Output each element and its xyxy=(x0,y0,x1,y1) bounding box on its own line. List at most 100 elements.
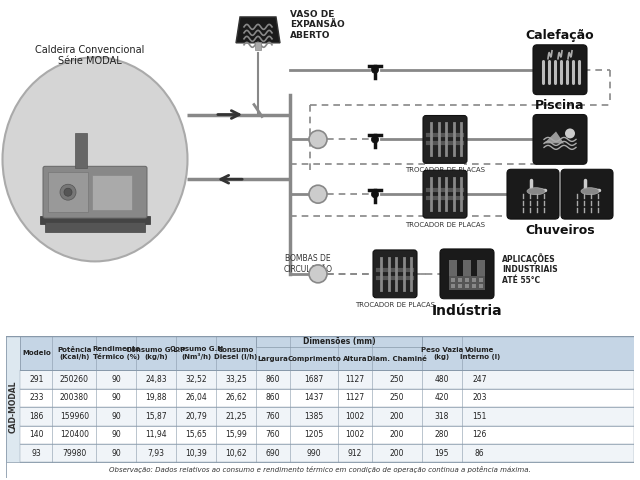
Text: 420: 420 xyxy=(435,394,449,403)
FancyBboxPatch shape xyxy=(458,278,462,282)
Text: 1385: 1385 xyxy=(305,412,324,421)
Text: 11,94: 11,94 xyxy=(145,430,167,439)
Text: 1687: 1687 xyxy=(305,375,324,384)
FancyBboxPatch shape xyxy=(533,45,587,95)
Circle shape xyxy=(371,136,379,143)
FancyBboxPatch shape xyxy=(255,42,261,50)
Text: Volume
Interno (l): Volume Interno (l) xyxy=(460,347,500,360)
Text: 760: 760 xyxy=(266,412,280,421)
Text: 247: 247 xyxy=(472,375,487,384)
Text: Diam. Chaminé: Diam. Chaminé xyxy=(367,356,427,362)
FancyBboxPatch shape xyxy=(256,336,422,348)
Text: Calefação: Calefação xyxy=(525,29,595,42)
Text: 79980: 79980 xyxy=(62,449,86,457)
Ellipse shape xyxy=(3,57,188,262)
Text: 1205: 1205 xyxy=(305,430,324,439)
Text: 1127: 1127 xyxy=(346,375,365,384)
Text: 1002: 1002 xyxy=(346,430,365,439)
Text: 195: 195 xyxy=(435,449,449,457)
Text: Consumo G.N
(Nm³/h): Consumo G.N (Nm³/h) xyxy=(170,346,223,360)
Circle shape xyxy=(565,129,575,138)
Ellipse shape xyxy=(527,188,545,195)
Text: 280: 280 xyxy=(435,430,449,439)
Text: TROCADOR DE PLACAS: TROCADOR DE PLACAS xyxy=(405,168,485,173)
Text: 159960: 159960 xyxy=(60,412,89,421)
Text: 90: 90 xyxy=(111,449,121,457)
FancyBboxPatch shape xyxy=(20,444,634,462)
Text: 200380: 200380 xyxy=(60,394,89,403)
FancyBboxPatch shape xyxy=(449,276,485,290)
FancyBboxPatch shape xyxy=(423,170,467,218)
Ellipse shape xyxy=(581,188,599,195)
Text: 24,83: 24,83 xyxy=(145,375,167,384)
Polygon shape xyxy=(544,132,564,144)
FancyBboxPatch shape xyxy=(451,284,455,288)
Circle shape xyxy=(309,131,327,148)
Text: 93: 93 xyxy=(31,449,41,457)
FancyBboxPatch shape xyxy=(479,284,483,288)
Text: 690: 690 xyxy=(266,449,280,457)
FancyBboxPatch shape xyxy=(20,336,634,371)
Text: 32,52: 32,52 xyxy=(186,375,207,384)
FancyBboxPatch shape xyxy=(533,115,587,164)
Text: APLICAÇÕES
INDUSTRIAIS
ATÉ 55°C: APLICAÇÕES INDUSTRIAIS ATÉ 55°C xyxy=(502,253,557,285)
Text: 1437: 1437 xyxy=(305,394,324,403)
FancyBboxPatch shape xyxy=(477,260,485,276)
Text: 200: 200 xyxy=(390,449,404,457)
Text: Observação: Dados relativos ao consumo e rendimento térmico em condição de opera: Observação: Dados relativos ao consumo e… xyxy=(109,467,531,473)
Text: 200: 200 xyxy=(390,430,404,439)
FancyBboxPatch shape xyxy=(20,389,634,407)
Text: CAD-MODAL: CAD-MODAL xyxy=(9,381,18,433)
Text: Altura: Altura xyxy=(342,356,367,362)
FancyBboxPatch shape xyxy=(20,371,634,389)
Text: 20,79: 20,79 xyxy=(186,412,207,421)
FancyBboxPatch shape xyxy=(6,336,634,478)
Text: Consumo
Diesel (l/h): Consumo Diesel (l/h) xyxy=(214,347,258,360)
FancyBboxPatch shape xyxy=(48,172,88,212)
Text: 250: 250 xyxy=(390,394,404,403)
Text: Dimensões (mm): Dimensões (mm) xyxy=(303,337,375,346)
Text: Comprimento: Comprimento xyxy=(287,356,341,362)
Text: Potência
(Kcal/h): Potência (Kcal/h) xyxy=(57,347,92,360)
Text: 1127: 1127 xyxy=(346,394,365,403)
FancyBboxPatch shape xyxy=(449,260,457,276)
Text: 318: 318 xyxy=(435,412,449,421)
Circle shape xyxy=(309,265,327,283)
Text: 990: 990 xyxy=(307,449,321,457)
FancyBboxPatch shape xyxy=(6,336,20,478)
FancyBboxPatch shape xyxy=(423,116,467,163)
Text: 86: 86 xyxy=(475,449,484,457)
Text: 120400: 120400 xyxy=(60,430,89,439)
FancyBboxPatch shape xyxy=(561,169,613,219)
FancyBboxPatch shape xyxy=(465,278,469,282)
Text: Largura: Largura xyxy=(258,356,289,362)
Text: 90: 90 xyxy=(111,430,121,439)
Text: 233: 233 xyxy=(29,394,44,403)
Text: 15,87: 15,87 xyxy=(145,412,167,421)
Text: TROCADOR DE PLACAS: TROCADOR DE PLACAS xyxy=(355,302,435,308)
FancyBboxPatch shape xyxy=(40,216,150,224)
Text: 33,25: 33,25 xyxy=(225,375,247,384)
Circle shape xyxy=(60,184,76,200)
FancyBboxPatch shape xyxy=(472,284,476,288)
Text: 291: 291 xyxy=(29,375,44,384)
Text: 126: 126 xyxy=(472,430,487,439)
FancyBboxPatch shape xyxy=(458,284,462,288)
Text: 250: 250 xyxy=(390,375,404,384)
FancyBboxPatch shape xyxy=(463,260,471,276)
Polygon shape xyxy=(236,17,280,43)
Text: Rendimento
Térmico (%): Rendimento Térmico (%) xyxy=(92,346,140,360)
Circle shape xyxy=(371,66,379,73)
Text: 10,39: 10,39 xyxy=(186,449,207,457)
FancyBboxPatch shape xyxy=(440,249,494,299)
Text: Chuveiros: Chuveiros xyxy=(525,224,595,237)
FancyBboxPatch shape xyxy=(465,284,469,288)
Text: 90: 90 xyxy=(111,394,121,403)
Text: 760: 760 xyxy=(266,430,280,439)
Text: 186: 186 xyxy=(29,412,44,421)
FancyBboxPatch shape xyxy=(507,169,559,219)
FancyBboxPatch shape xyxy=(451,278,455,282)
Text: 21,25: 21,25 xyxy=(225,412,247,421)
Text: BOMBAS DE
CIRCULAÇÃO: BOMBAS DE CIRCULAÇÃO xyxy=(284,254,333,275)
Text: Caldeira Convencional
Série MODAL: Caldeira Convencional Série MODAL xyxy=(35,45,145,66)
